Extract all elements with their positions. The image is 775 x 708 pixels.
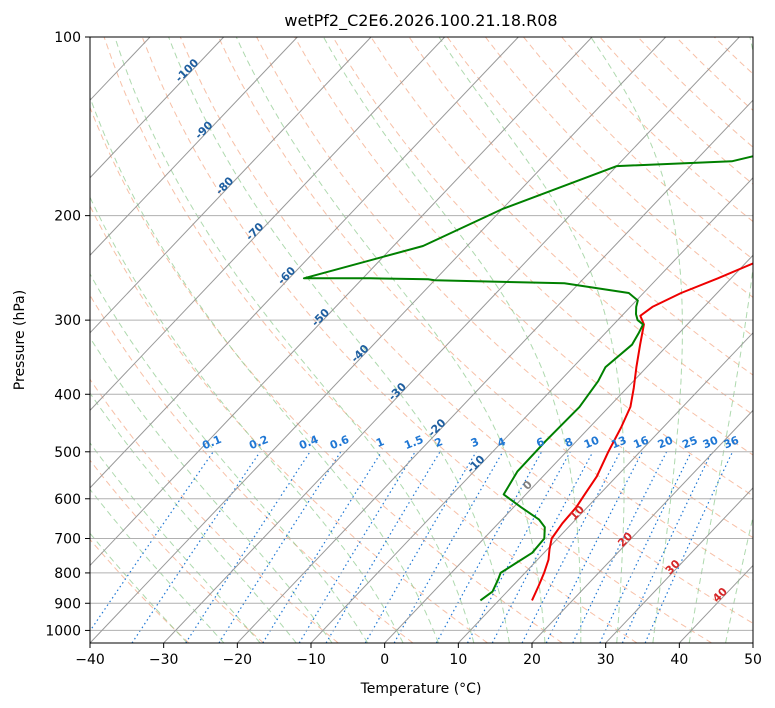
y-tick-label: 100	[54, 30, 81, 46]
dry-adiabat-line	[90, 204, 488, 643]
dry-adiabat-line	[90, 378, 339, 643]
pressure-gridlines	[90, 37, 753, 631]
moist-adiabat-line	[90, 488, 225, 643]
dry-adiabat-line	[256, 37, 753, 539]
isotherm-line	[90, 37, 519, 489]
isotherm-line	[90, 37, 372, 334]
x-tick-label: 0	[380, 652, 389, 668]
x-tick-label: 40	[670, 652, 688, 668]
x-tick-label: −40	[75, 652, 105, 668]
y-tick-label: 200	[54, 209, 81, 225]
dry-adiabat-line	[90, 538, 190, 643]
dry-adiabat-line	[90, 106, 563, 643]
y-tick-label: 400	[54, 387, 81, 403]
moist-adiabat-line	[114, 37, 475, 643]
isotherm-line	[310, 177, 753, 643]
mixing-ratio-line	[90, 451, 214, 632]
isotherm-line	[605, 487, 753, 643]
x-tick-label: −30	[149, 652, 179, 668]
isotherm-line	[384, 254, 753, 643]
moist-adiabat-line	[90, 96, 439, 643]
y-tick-label: 500	[54, 445, 81, 461]
y-tick-label: 900	[54, 596, 81, 612]
sounding-series	[302, 155, 753, 602]
mixing-ratio-line	[131, 451, 261, 643]
mixing-ratio-label: 3	[469, 435, 481, 450]
x-tick-label: −20	[223, 652, 253, 668]
moist-adiabat-line	[90, 532, 188, 643]
mixing-ratio-line	[491, 451, 594, 643]
mixing-ratio-label: 8	[563, 435, 575, 450]
mixing-ratio-label: 36	[722, 434, 741, 452]
mixing-ratio-label: 25	[680, 434, 699, 452]
dry-adiabat-line	[179, 37, 753, 624]
chart-title: wetPf2_C2E6.2026.100.21.18.R08	[284, 11, 557, 31]
x-tick-label: 30	[597, 652, 615, 668]
dry-adiabat-line	[218, 37, 753, 581]
mixing-ratio-line	[621, 451, 713, 643]
mixing-ratio-line	[364, 451, 477, 643]
moist-adiabat-line	[323, 37, 582, 643]
mixing-ratio-label: 2	[433, 435, 445, 450]
y-tick-label: 700	[54, 532, 81, 548]
moist-adiabat-line	[725, 514, 753, 643]
isotherm-line	[163, 37, 740, 643]
mixing-ratio-line	[185, 451, 311, 643]
dry-adiabat-line	[446, 37, 753, 337]
moist-adiabat-line	[90, 442, 261, 643]
x-tick-label: 50	[744, 652, 762, 668]
mixing-ratio-line	[218, 451, 342, 643]
mixing-ratio-label: 1	[374, 435, 386, 450]
x-tick-label: 10	[449, 652, 467, 668]
isotherm-line	[90, 37, 446, 412]
isotherm-line	[457, 332, 753, 643]
isotherm-line	[531, 409, 753, 643]
moist-adiabat-line	[688, 37, 753, 643]
dewpoint-line	[302, 155, 753, 602]
mixing-ratio-line	[262, 451, 383, 643]
mixing-ratio-line	[599, 451, 692, 643]
moist-adiabat-line	[235, 37, 546, 643]
mixing-ratio-label: 20	[656, 434, 675, 452]
mixing-ratio-label: 30	[701, 434, 720, 452]
dry-adiabat-line	[408, 37, 753, 376]
x-tick-label: −10	[296, 652, 326, 668]
isotherm-line	[90, 37, 593, 567]
dry-adiabat-line	[90, 459, 264, 643]
mixing-ratio-label: 10	[582, 434, 601, 452]
temperature-line	[531, 262, 753, 601]
moist-adiabat-line	[438, 37, 625, 643]
y-tick-label: 600	[54, 492, 81, 508]
mixing-ratio-lines	[90, 451, 734, 643]
y-axis-title: Pressure (hPa)	[12, 290, 28, 390]
mixing-ratio-label: 13	[609, 434, 628, 452]
mixing-ratio-line	[572, 451, 668, 643]
moist-adiabat-line	[90, 196, 404, 643]
moist-adiabat-line	[590, 37, 683, 643]
x-axis-ticks: −40 −30 −20 −10 0 10 20 30 40 50	[75, 643, 762, 668]
dry-adiabat-line	[370, 37, 753, 416]
mixing-ratio-label: 16	[632, 434, 651, 452]
plot-frame	[89, 36, 754, 644]
mixing-ratio-line	[325, 451, 441, 643]
isotherm-line	[90, 37, 225, 179]
isotherm-line	[90, 37, 667, 643]
dry-adiabat-line	[103, 37, 638, 643]
moist-adiabat-line	[168, 37, 510, 643]
y-tick-label: 1000	[45, 623, 81, 639]
mixing-ratio-line	[466, 451, 571, 643]
x-axis-title: Temperature (°C)	[360, 681, 482, 697]
isotherm-lines	[90, 37, 753, 643]
isotherm-line	[236, 99, 753, 643]
dry-adiabat-line	[141, 37, 712, 643]
y-tick-label: 300	[54, 313, 81, 329]
isotherm-line	[90, 37, 298, 257]
y-axis-ticks: 100 200 300 400 500 600 700 800 900 1000	[45, 30, 90, 639]
x-tick-label: 20	[523, 652, 541, 668]
y-tick-label: 800	[54, 566, 81, 582]
mixing-ratio-line	[298, 451, 416, 643]
